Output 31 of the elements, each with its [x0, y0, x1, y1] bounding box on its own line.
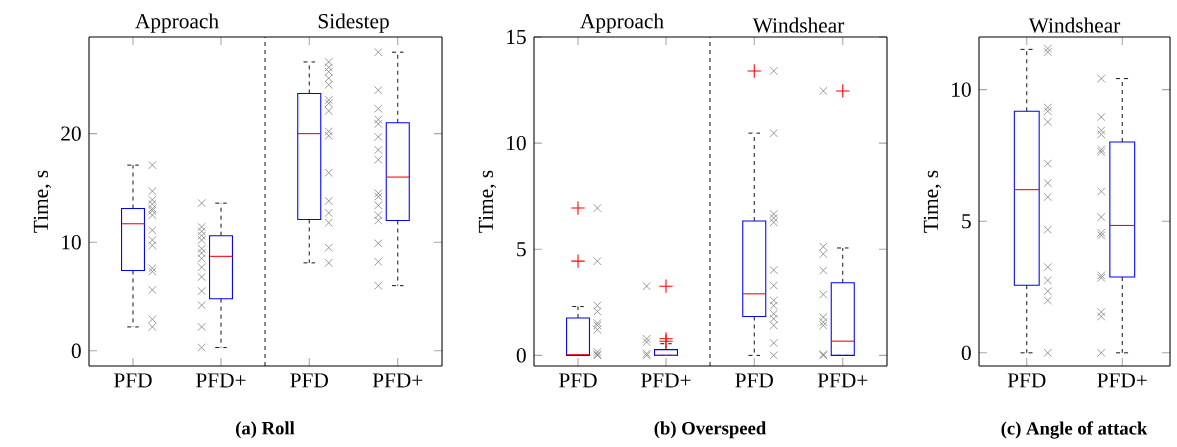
x-tick-label: PFD+: [372, 373, 423, 388]
x-tick-label: PFD: [114, 373, 152, 388]
y-tick-label: 5: [517, 242, 526, 257]
y-tick-label: 20: [61, 126, 81, 141]
text: (b) Overspeed: [654, 421, 767, 439]
y-tick-label: 15: [507, 29, 526, 45]
y-tick-label: 0: [961, 345, 971, 361]
chart-title: Approach: [135, 13, 219, 33]
x-tick-label: PFD: [559, 373, 597, 388]
y-tick-label: 5: [962, 214, 971, 229]
y-axis-title: Time, s: [923, 170, 942, 233]
y-tick-label: 0: [516, 348, 526, 363]
x-tick-label: PFD+: [196, 373, 246, 388]
x-tick-label: PFD: [1007, 373, 1046, 388]
x-tick-label: PFD: [735, 373, 773, 388]
x-tick-label: PFD+: [1097, 373, 1147, 388]
y-tick-label: 10: [952, 82, 971, 97]
chart-title: Approach: [580, 13, 664, 33]
chart-title: Sidestep: [318, 13, 389, 33]
text: (c) Angle of attack: [1001, 421, 1148, 439]
x-tick-label: PFD: [290, 373, 328, 388]
y-tick-label: 0: [71, 343, 81, 358]
x-tick-label: PFD+: [817, 373, 868, 388]
chart-title: Windshear: [1028, 17, 1121, 33]
y-axis-title: Time, s: [478, 170, 497, 233]
text: (a) Roll: [236, 421, 295, 439]
y-tick-label: 10: [507, 135, 526, 151]
x-tick-label: PFD+: [641, 373, 691, 388]
chart-title: Windshear: [752, 17, 845, 33]
y-axis-title: Time, s: [33, 170, 52, 233]
y-tick-label: 10: [62, 235, 81, 250]
